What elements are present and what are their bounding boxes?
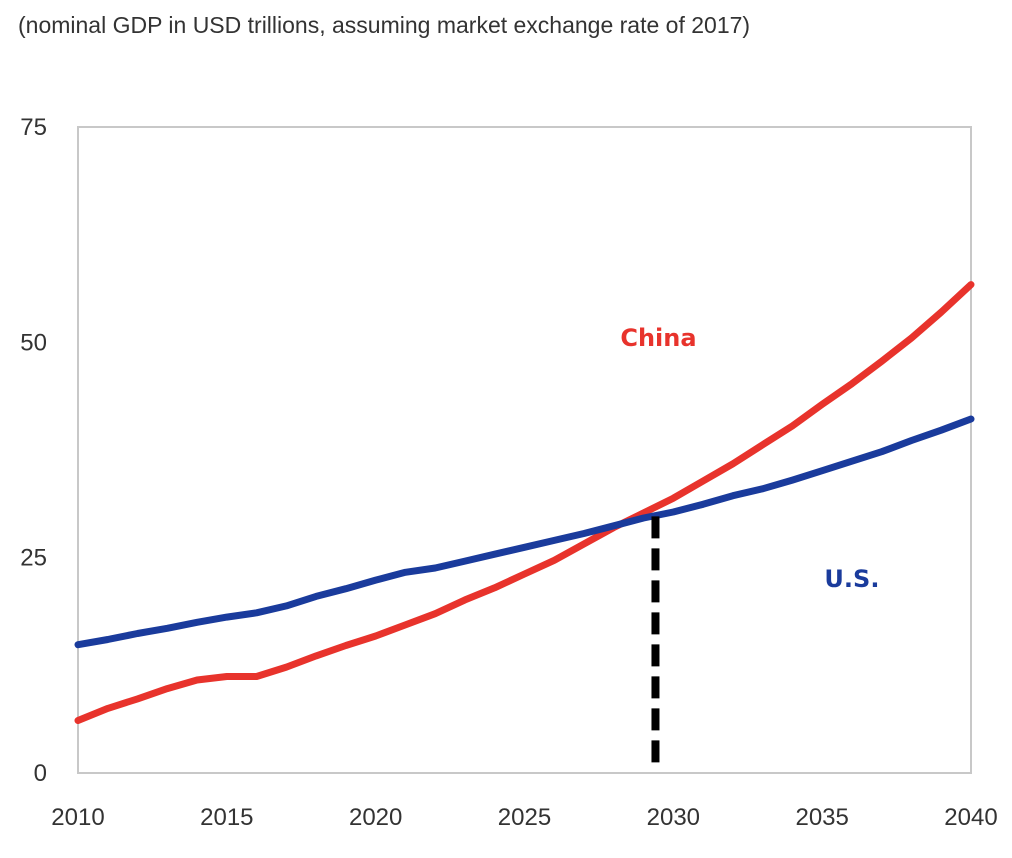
- x-tick-label: 2030: [647, 804, 700, 831]
- y-tick-label: 75: [20, 114, 47, 141]
- x-tick-label: 2040: [944, 804, 997, 831]
- y-tick-label: 50: [20, 329, 47, 356]
- x-tick-label: 2010: [51, 804, 104, 831]
- y-tick-label: 0: [34, 760, 47, 787]
- x-tick-label: 2035: [795, 804, 848, 831]
- series-line-china: [74, 281, 975, 724]
- x-tick-label: 2025: [498, 804, 551, 831]
- x-tick-label: 2015: [200, 804, 253, 831]
- series-line-us: [74, 415, 975, 649]
- x-tick-label: 2020: [349, 804, 402, 831]
- plot-frame: [77, 126, 972, 774]
- series-label-us: U.S.: [824, 565, 879, 593]
- chart-title: (nominal GDP in USD trillions, assuming …: [18, 12, 751, 38]
- y-tick-label: 25: [20, 545, 47, 572]
- series-label-china: China: [620, 324, 696, 352]
